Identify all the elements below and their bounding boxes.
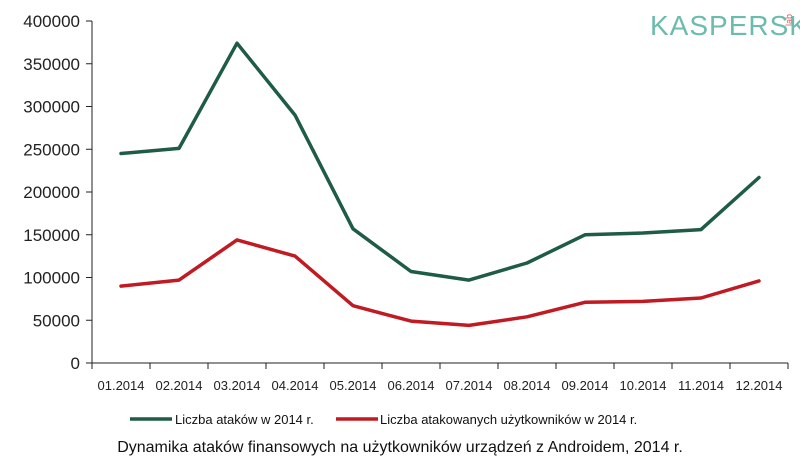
x-tick-label: 04.2014: [272, 378, 319, 393]
series-1-point: [642, 232, 644, 234]
x-axis-ticks: 01.2014 02.2014 03.2014 04.2014 05.2014 06.20…: [91, 363, 789, 393]
series-2-point: [758, 280, 760, 282]
series-2-point: [410, 320, 412, 322]
series-1-point: [120, 153, 122, 155]
series-2-point: [526, 316, 528, 318]
y-tick-label: 100000: [23, 269, 80, 288]
x-tick-label: 01.2014: [98, 378, 145, 393]
series-2-point: [584, 301, 586, 303]
series-2-point: [236, 239, 238, 241]
y-tick-label: 50000: [33, 311, 80, 330]
series-1-point: [294, 114, 296, 116]
series-1-point: [584, 234, 586, 236]
y-tick-label: 300000: [23, 98, 80, 117]
series-1-point: [758, 176, 760, 178]
series-2-point: [120, 285, 122, 287]
x-tick-label: 03.2014: [214, 378, 261, 393]
series-2-point: [178, 279, 180, 281]
series-line-1: [119, 41, 761, 282]
y-tick-label: 250000: [23, 140, 80, 159]
x-tick-label: 08.2014: [504, 378, 551, 393]
y-tick-label: 350000: [23, 55, 80, 74]
legend-label-2: Liczba atakowanych użytkowników w 2014 r…: [380, 412, 637, 427]
kaspersky-logo: KASPERSKY lab: [650, 10, 800, 41]
axes: [91, 21, 788, 364]
series-1-point: [352, 228, 354, 230]
series-line-2: [119, 238, 761, 328]
x-tick-label: 09.2014: [562, 378, 609, 393]
series-1-point: [178, 147, 180, 149]
x-tick-label: 06.2014: [388, 378, 435, 393]
logo-wordmark: KASPERSKY: [650, 10, 800, 41]
x-tick-label: 02.2014: [156, 378, 203, 393]
series-1-point: [410, 271, 412, 273]
y-tick-label: 0: [71, 354, 80, 373]
x-tick-label: 05.2014: [330, 378, 377, 393]
series-1-point: [468, 279, 470, 281]
x-tick-label: 07.2014: [446, 378, 493, 393]
x-tick-label: 11.2014: [678, 378, 724, 393]
series-2-point: [642, 300, 644, 302]
legend: Liczba ataków w 2014 r. Liczba atakowanyc…: [130, 412, 637, 427]
chart-caption: Dynamika ataków finansowych na użytkowni…: [117, 439, 683, 456]
y-tick-label: 400000: [23, 12, 80, 31]
series-2-point: [294, 255, 296, 257]
series-2-point: [352, 305, 354, 307]
series-2-point: [700, 297, 702, 299]
series-2-point: [468, 324, 470, 326]
series-1-point: [236, 42, 238, 44]
y-tick-label: 150000: [23, 226, 80, 245]
series-lines: [119, 41, 761, 328]
x-tick-label: 10.2014: [620, 378, 667, 393]
series-1-point: [700, 229, 702, 231]
y-axis-ticks: 0 50000 100000 150000 200000 250000 300000 3500…: [23, 12, 92, 373]
y-tick-label: 200000: [23, 183, 80, 202]
x-tick-label: 12.2014: [736, 378, 783, 393]
series-1-point: [526, 262, 528, 264]
logo-lab-suffix: lab: [784, 14, 794, 26]
legend-label-1: Liczba ataków w 2014 r.: [175, 412, 314, 427]
